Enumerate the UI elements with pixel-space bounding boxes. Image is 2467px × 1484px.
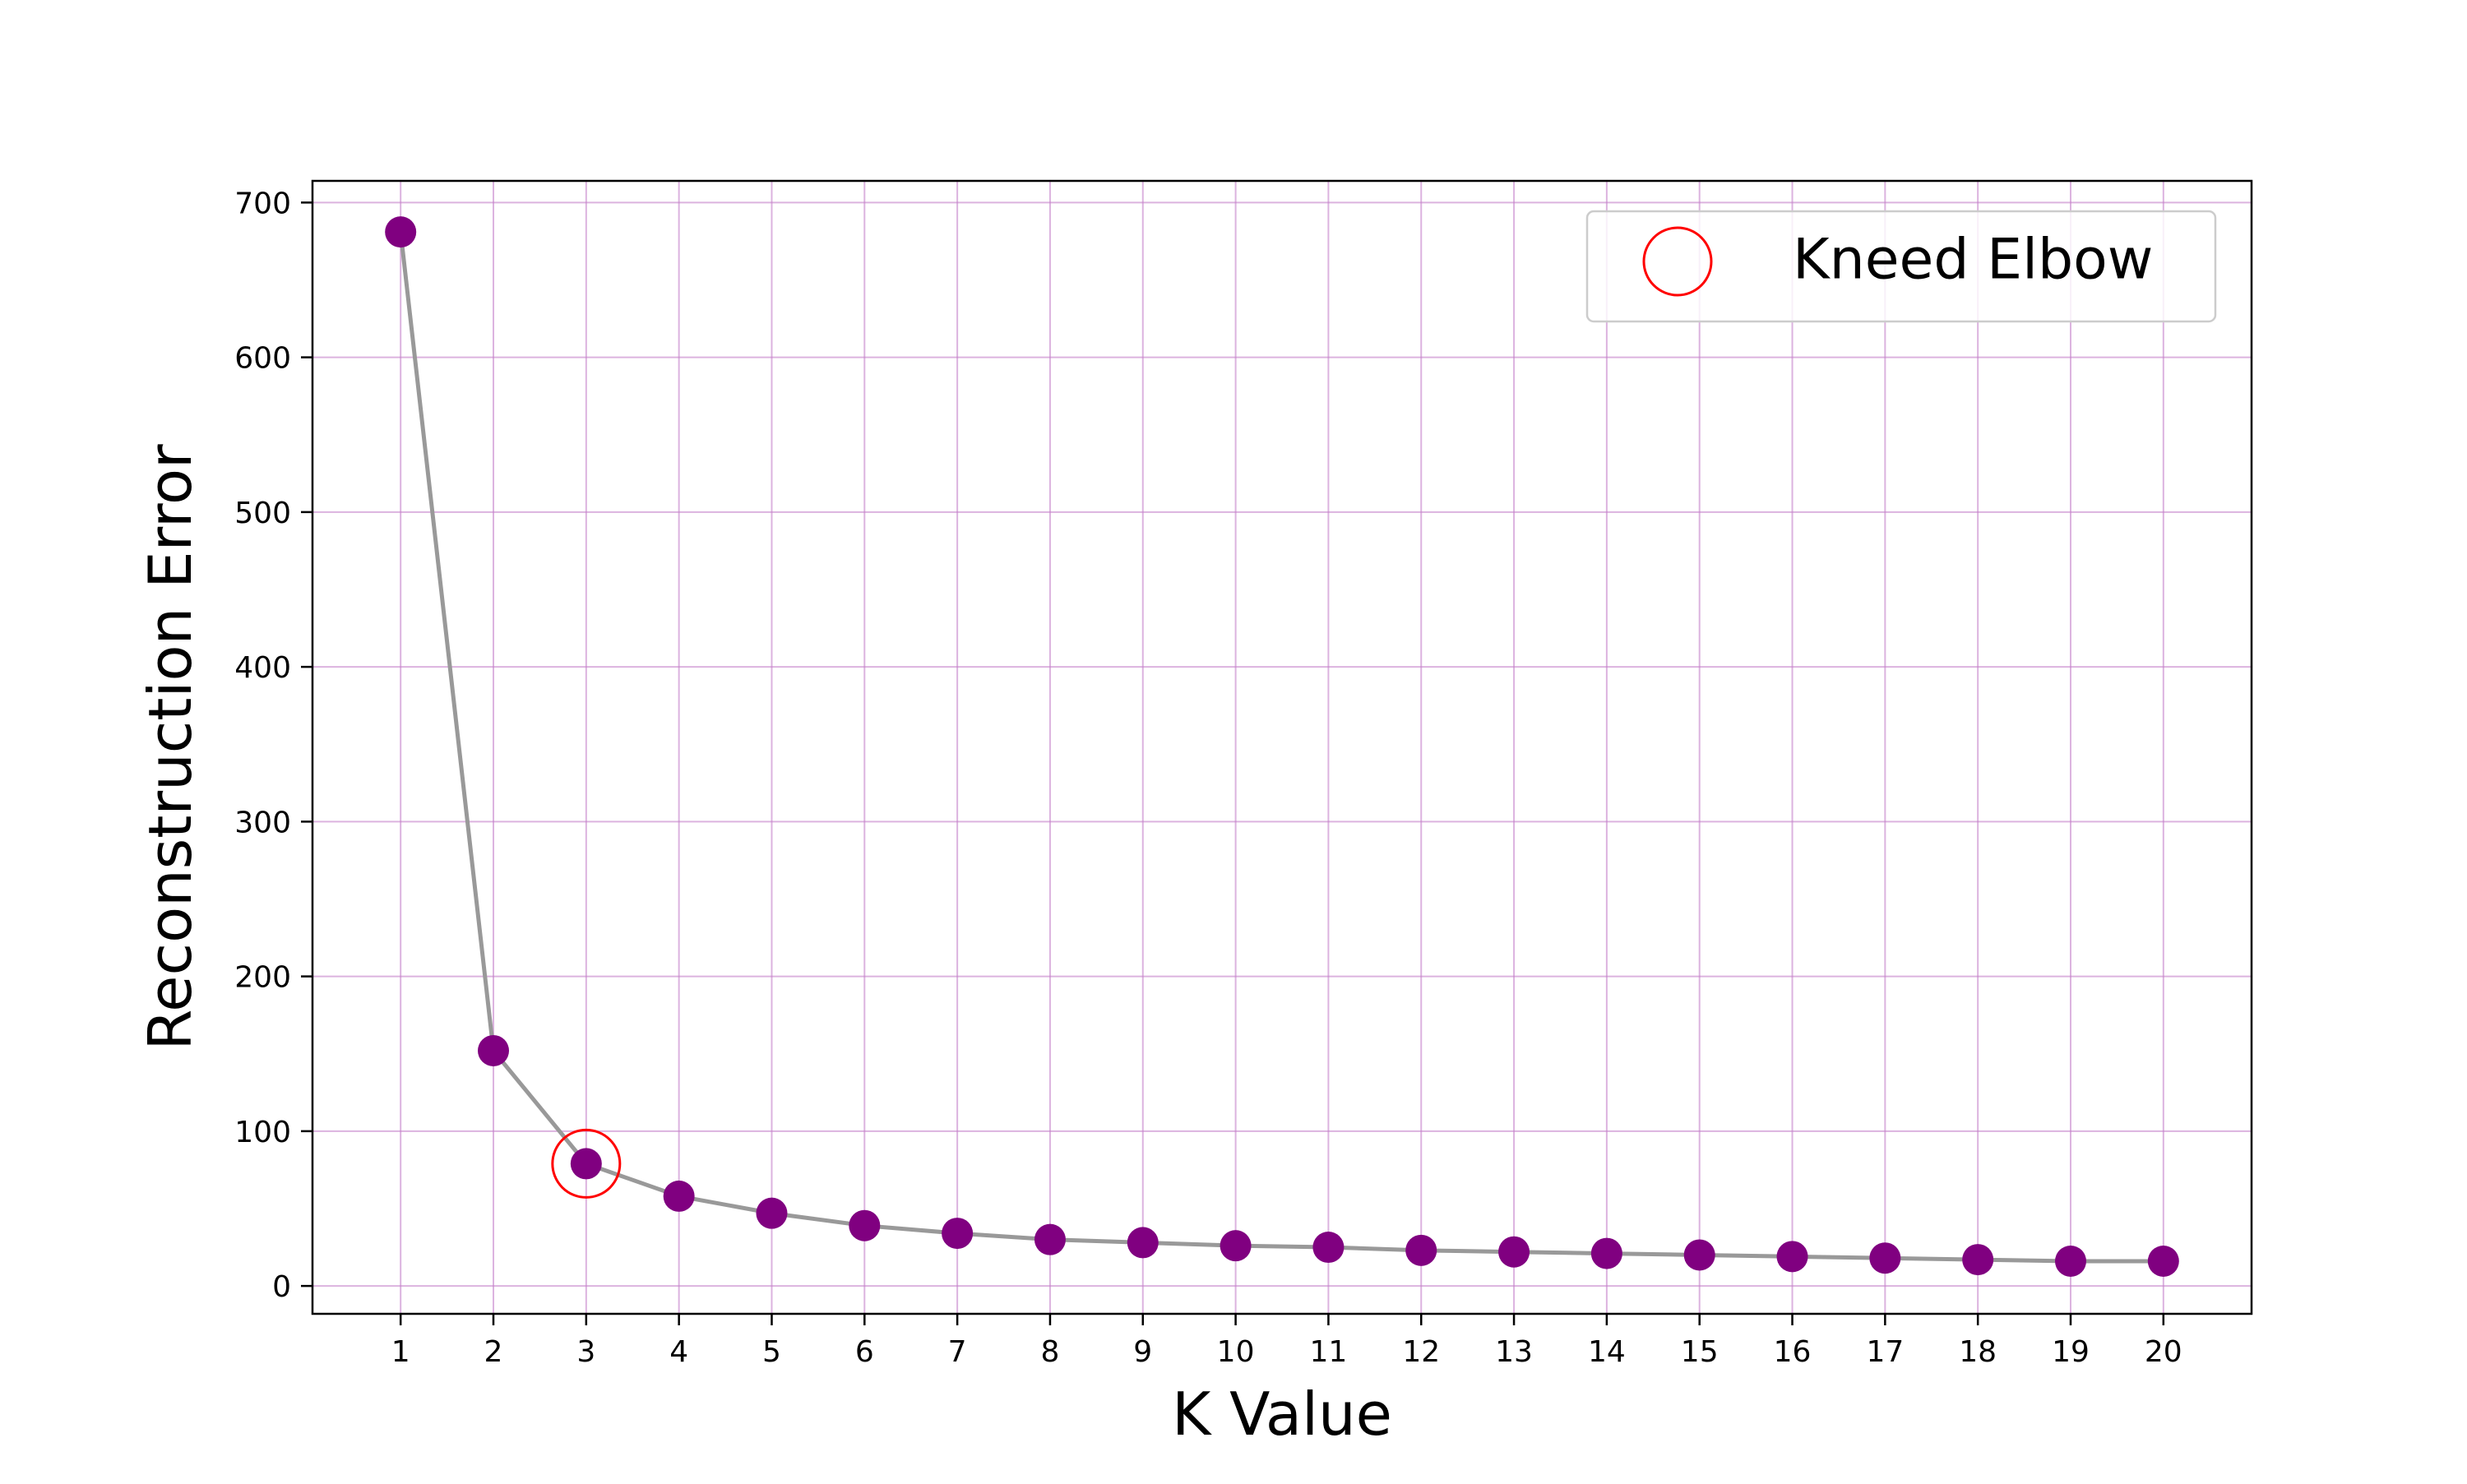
y-axis-title: Reconstruction Error (136, 444, 205, 1051)
x-tick-label-7: 7 (948, 1335, 967, 1369)
x-tick-label-14: 14 (1588, 1335, 1626, 1369)
x-tick-label-17: 17 (1866, 1335, 1904, 1369)
plot-frame (311, 179, 2253, 1315)
x-tick-label-13: 13 (1495, 1335, 1533, 1369)
kneed-elbow-marker (551, 1128, 622, 1199)
y-tick-label-100: 100 (234, 1116, 291, 1149)
x-tick-label-19: 19 (2052, 1335, 2090, 1369)
data-point-k12 (1405, 1234, 1437, 1266)
y-tick-label-700: 700 (234, 187, 291, 220)
y-tick-label-500: 500 (234, 497, 291, 530)
data-point-k16 (1776, 1241, 1808, 1273)
data-point-k3 (570, 1148, 602, 1180)
tick-layer: 1 2 3 4 5 6 7 8 9 10 11 12 13 14 15 16 17 18 19 20010020030… (234, 187, 2182, 1369)
data-point-k20 (2147, 1245, 2179, 1277)
y-tick-label-400: 400 (234, 651, 291, 685)
x-tick-label-15: 15 (1681, 1335, 1719, 1369)
y-tick-label-600: 600 (234, 342, 291, 376)
y-tick-label-0: 0 (272, 1270, 291, 1304)
data-point-k17 (1869, 1242, 1901, 1274)
data-point-k15 (1683, 1239, 1715, 1271)
y-tick-label-200: 200 (234, 961, 291, 995)
data-point-k1 (385, 216, 417, 248)
data-point-k10 (1220, 1230, 1252, 1262)
y-tick-label-300: 300 (234, 806, 291, 839)
x-tick-label-6: 6 (855, 1335, 874, 1369)
x-tick-label-8: 8 (1040, 1335, 1059, 1369)
x-tick-label-2: 2 (484, 1335, 503, 1369)
highlight-layer (551, 1128, 622, 1199)
x-tick-label-20: 20 (2145, 1335, 2182, 1369)
legend-box (1585, 210, 2217, 323)
legend-marker-kneed-elbow (1642, 226, 1713, 297)
legend-label-kneed-elbow: Kneed Elbow (1793, 228, 2153, 293)
data-point-k19 (2054, 1245, 2086, 1277)
data-point-k6 (849, 1209, 881, 1241)
legend: Kneed Elbow (1585, 210, 2217, 323)
data-point-k13 (1498, 1236, 1530, 1268)
data-point-k9 (1127, 1227, 1159, 1259)
x-axis-title: K Value (1172, 1380, 1392, 1449)
data-point-k4 (663, 1180, 695, 1212)
x-tick-label-4: 4 (669, 1335, 688, 1369)
x-tick-label-3: 3 (576, 1335, 595, 1369)
grid-layer (312, 181, 2252, 1314)
x-tick-label-16: 16 (1774, 1335, 1812, 1369)
x-tick-label-1: 1 (391, 1335, 410, 1369)
x-tick-label-9: 9 (1133, 1335, 1152, 1369)
data-point-k11 (1312, 1232, 1345, 1264)
data-point-k8 (1034, 1223, 1066, 1255)
x-tick-label-18: 18 (1959, 1335, 1997, 1369)
data-point-k2 (478, 1034, 510, 1066)
x-tick-label-12: 12 (1402, 1335, 1440, 1369)
data-point-k7 (942, 1218, 974, 1250)
x-tick-label-11: 11 (1310, 1335, 1348, 1369)
data-point-k18 (1962, 1244, 1994, 1276)
data-point-k5 (756, 1197, 788, 1229)
data-points-layer (385, 216, 2179, 1277)
x-tick-label-5: 5 (762, 1335, 781, 1369)
data-point-k14 (1590, 1237, 1622, 1269)
x-tick-label-10: 10 (1217, 1335, 1255, 1369)
